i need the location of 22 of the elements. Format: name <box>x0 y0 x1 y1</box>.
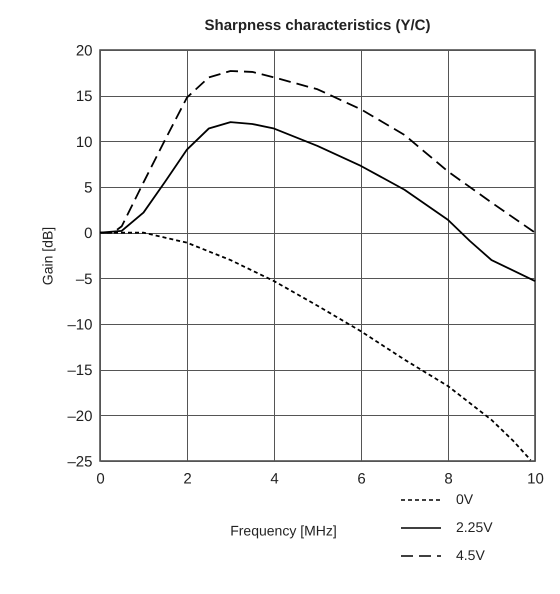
y-axis-title: Gain [dB] <box>39 226 56 286</box>
y-tick-label: 5 <box>84 180 92 196</box>
y-tick-label: –5 <box>76 270 92 288</box>
y-tick-label: –15 <box>67 362 92 380</box>
x-tick-label: 10 <box>527 470 544 488</box>
legend-label: 0V <box>456 491 474 507</box>
x-tick-label: 8 <box>444 470 453 488</box>
y-tick-label: 10 <box>76 134 92 151</box>
legend-label: 2.25V <box>456 519 494 535</box>
y-tick-label: –20 <box>67 408 92 425</box>
x-tick-label: 6 <box>357 470 366 488</box>
y-tick-label: –10 <box>67 316 92 334</box>
x-axis-title: Frequency [MHz] <box>230 522 337 538</box>
y-tick-label: –25 <box>67 454 92 470</box>
y-tick-label: 15 <box>76 88 92 106</box>
y-tick-label: 0 <box>84 225 92 242</box>
x-tick-label: 0 <box>96 470 105 488</box>
x-tick-label: 4 <box>270 470 279 488</box>
legend-label: 4.5V <box>456 547 486 563</box>
x-tick-label: 2 <box>183 470 192 488</box>
chart-title: Sharpness characteristics (Y/C) <box>204 17 430 34</box>
y-tick-label: 20 <box>76 42 92 60</box>
